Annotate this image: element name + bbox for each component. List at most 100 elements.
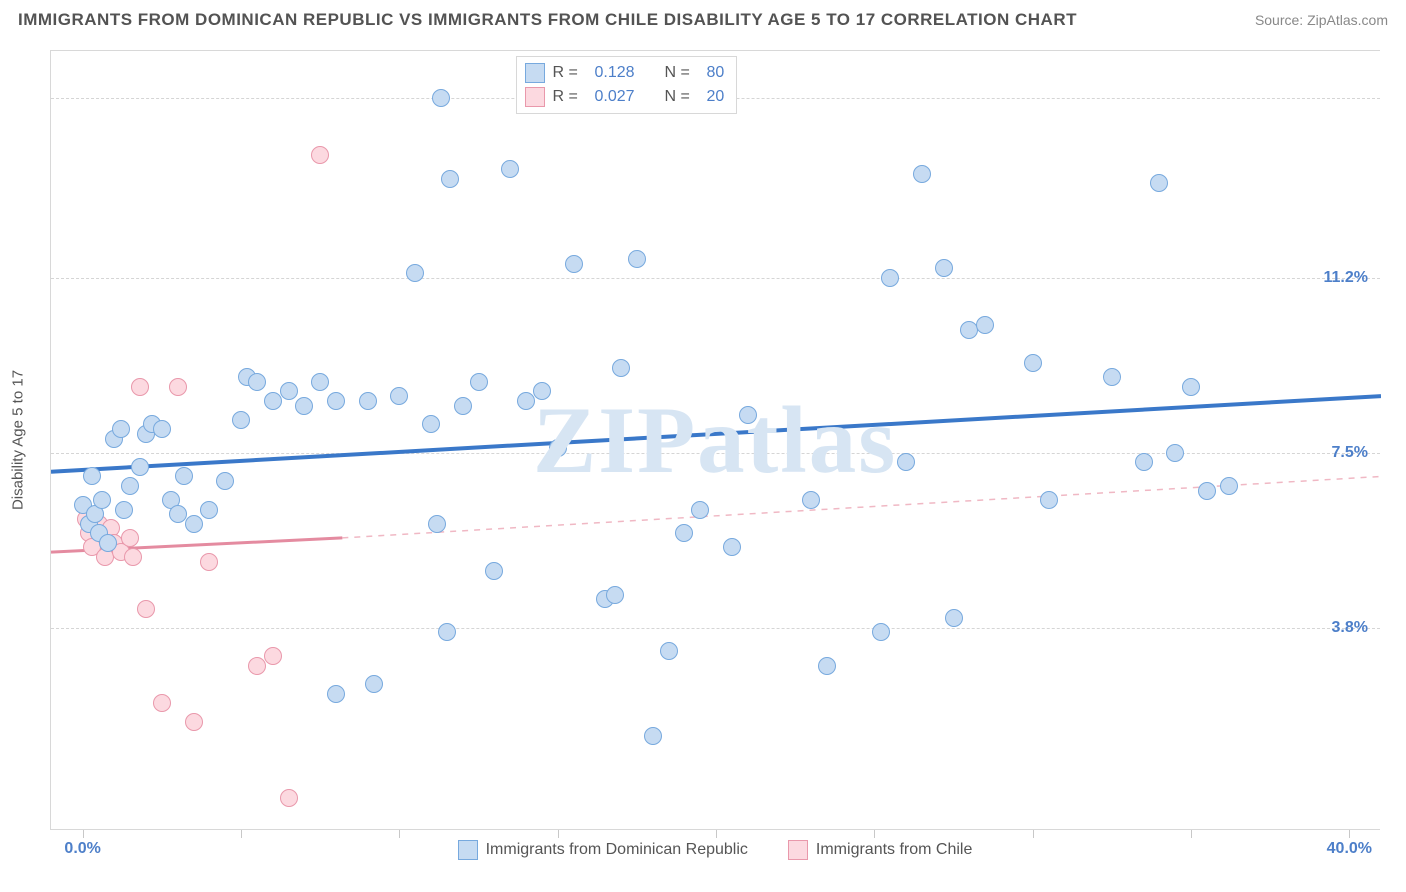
legend-series-item: Immigrants from Chile	[788, 840, 972, 860]
point-series1	[549, 439, 567, 457]
legend-swatch	[525, 87, 545, 107]
x-tick	[1033, 830, 1034, 838]
point-series2	[280, 789, 298, 807]
point-series1	[438, 623, 456, 641]
point-series1	[406, 264, 424, 282]
point-series2	[264, 647, 282, 665]
source-label: Source: ZipAtlas.com	[1255, 12, 1388, 28]
point-series1	[660, 642, 678, 660]
n-value: 20	[707, 88, 725, 106]
x-tick	[716, 830, 717, 838]
legend-stats: R = 0.128 N = 80 R = 0.027 N = 20	[516, 56, 738, 114]
point-series2	[169, 378, 187, 396]
point-series1	[112, 420, 130, 438]
point-series1	[216, 472, 234, 490]
legend-series-label: Immigrants from Chile	[816, 841, 972, 859]
point-series1	[485, 562, 503, 580]
point-series1	[470, 373, 488, 391]
r-value: 0.027	[595, 88, 657, 106]
y-tick-label: 3.8%	[1332, 619, 1368, 637]
point-series1	[390, 387, 408, 405]
point-series1	[432, 89, 450, 107]
point-series1	[327, 392, 345, 410]
point-series1	[327, 685, 345, 703]
y-tick-label: 11.2%	[1324, 269, 1368, 287]
x-tick	[1191, 830, 1192, 838]
point-series1	[1024, 354, 1042, 372]
point-series1	[232, 411, 250, 429]
point-series1	[802, 491, 820, 509]
r-label: R =	[553, 88, 587, 106]
point-series1	[945, 609, 963, 627]
point-series1	[501, 160, 519, 178]
chart-title: IMMIGRANTS FROM DOMINICAN REPUBLIC VS IM…	[18, 10, 1077, 30]
point-series2	[200, 553, 218, 571]
plot-area: 3.8%7.5%11.2%0.0%40.0% Disability Age 5 …	[50, 50, 1380, 830]
point-series1	[881, 269, 899, 287]
legend-swatch	[788, 840, 808, 860]
point-series1	[153, 420, 171, 438]
point-series1	[428, 515, 446, 533]
point-series1	[913, 165, 931, 183]
point-series1	[175, 467, 193, 485]
point-series1	[121, 477, 139, 495]
x-tick	[83, 830, 84, 838]
point-series1	[99, 534, 117, 552]
point-series1	[115, 501, 133, 519]
point-series2	[248, 657, 266, 675]
point-series1	[517, 392, 535, 410]
n-value: 80	[707, 64, 725, 82]
point-series1	[897, 453, 915, 471]
point-series1	[1103, 368, 1121, 386]
r-label: R =	[553, 64, 587, 82]
gridline	[51, 628, 1380, 629]
legend-stats-row: R = 0.128 N = 80	[525, 61, 725, 85]
r-value: 0.128	[595, 64, 657, 82]
x-tick	[399, 830, 400, 838]
point-series1	[1150, 174, 1168, 192]
point-series1	[93, 491, 111, 509]
point-series1	[691, 501, 709, 519]
point-series1	[976, 316, 994, 334]
point-series1	[1166, 444, 1184, 462]
point-series1	[935, 259, 953, 277]
point-series1	[606, 586, 624, 604]
point-series1	[739, 406, 757, 424]
n-label: N =	[665, 88, 699, 106]
point-series1	[131, 458, 149, 476]
x-tick	[1349, 830, 1350, 838]
point-series1	[872, 623, 890, 641]
point-series1	[675, 524, 693, 542]
point-series2	[137, 600, 155, 618]
point-series1	[441, 170, 459, 188]
trend-line	[51, 396, 1381, 472]
point-series2	[311, 146, 329, 164]
gridline	[51, 278, 1380, 279]
point-series1	[264, 392, 282, 410]
legend-stats-row: R = 0.027 N = 20	[525, 85, 725, 109]
x-tick	[874, 830, 875, 838]
legend-swatch	[525, 63, 545, 83]
point-series1	[1198, 482, 1216, 500]
point-series1	[454, 397, 472, 415]
point-series1	[533, 382, 551, 400]
point-series1	[565, 255, 583, 273]
x-tick	[241, 830, 242, 838]
point-series1	[628, 250, 646, 268]
point-series1	[83, 467, 101, 485]
point-series1	[248, 373, 266, 391]
point-series1	[359, 392, 377, 410]
point-series2	[131, 378, 149, 396]
point-series1	[422, 415, 440, 433]
y-axis-label: Disability Age 5 to 17	[10, 370, 27, 510]
n-label: N =	[665, 64, 699, 82]
point-series1	[185, 515, 203, 533]
y-tick-label: 7.5%	[1332, 444, 1368, 462]
legend-series-label: Immigrants from Dominican Republic	[486, 841, 748, 859]
point-series1	[280, 382, 298, 400]
legend-swatch	[458, 840, 478, 860]
legend-series-item: Immigrants from Dominican Republic	[458, 840, 748, 860]
point-series2	[124, 548, 142, 566]
legend-series: Immigrants from Dominican Republic Immigr…	[50, 840, 1380, 860]
x-tick	[558, 830, 559, 838]
